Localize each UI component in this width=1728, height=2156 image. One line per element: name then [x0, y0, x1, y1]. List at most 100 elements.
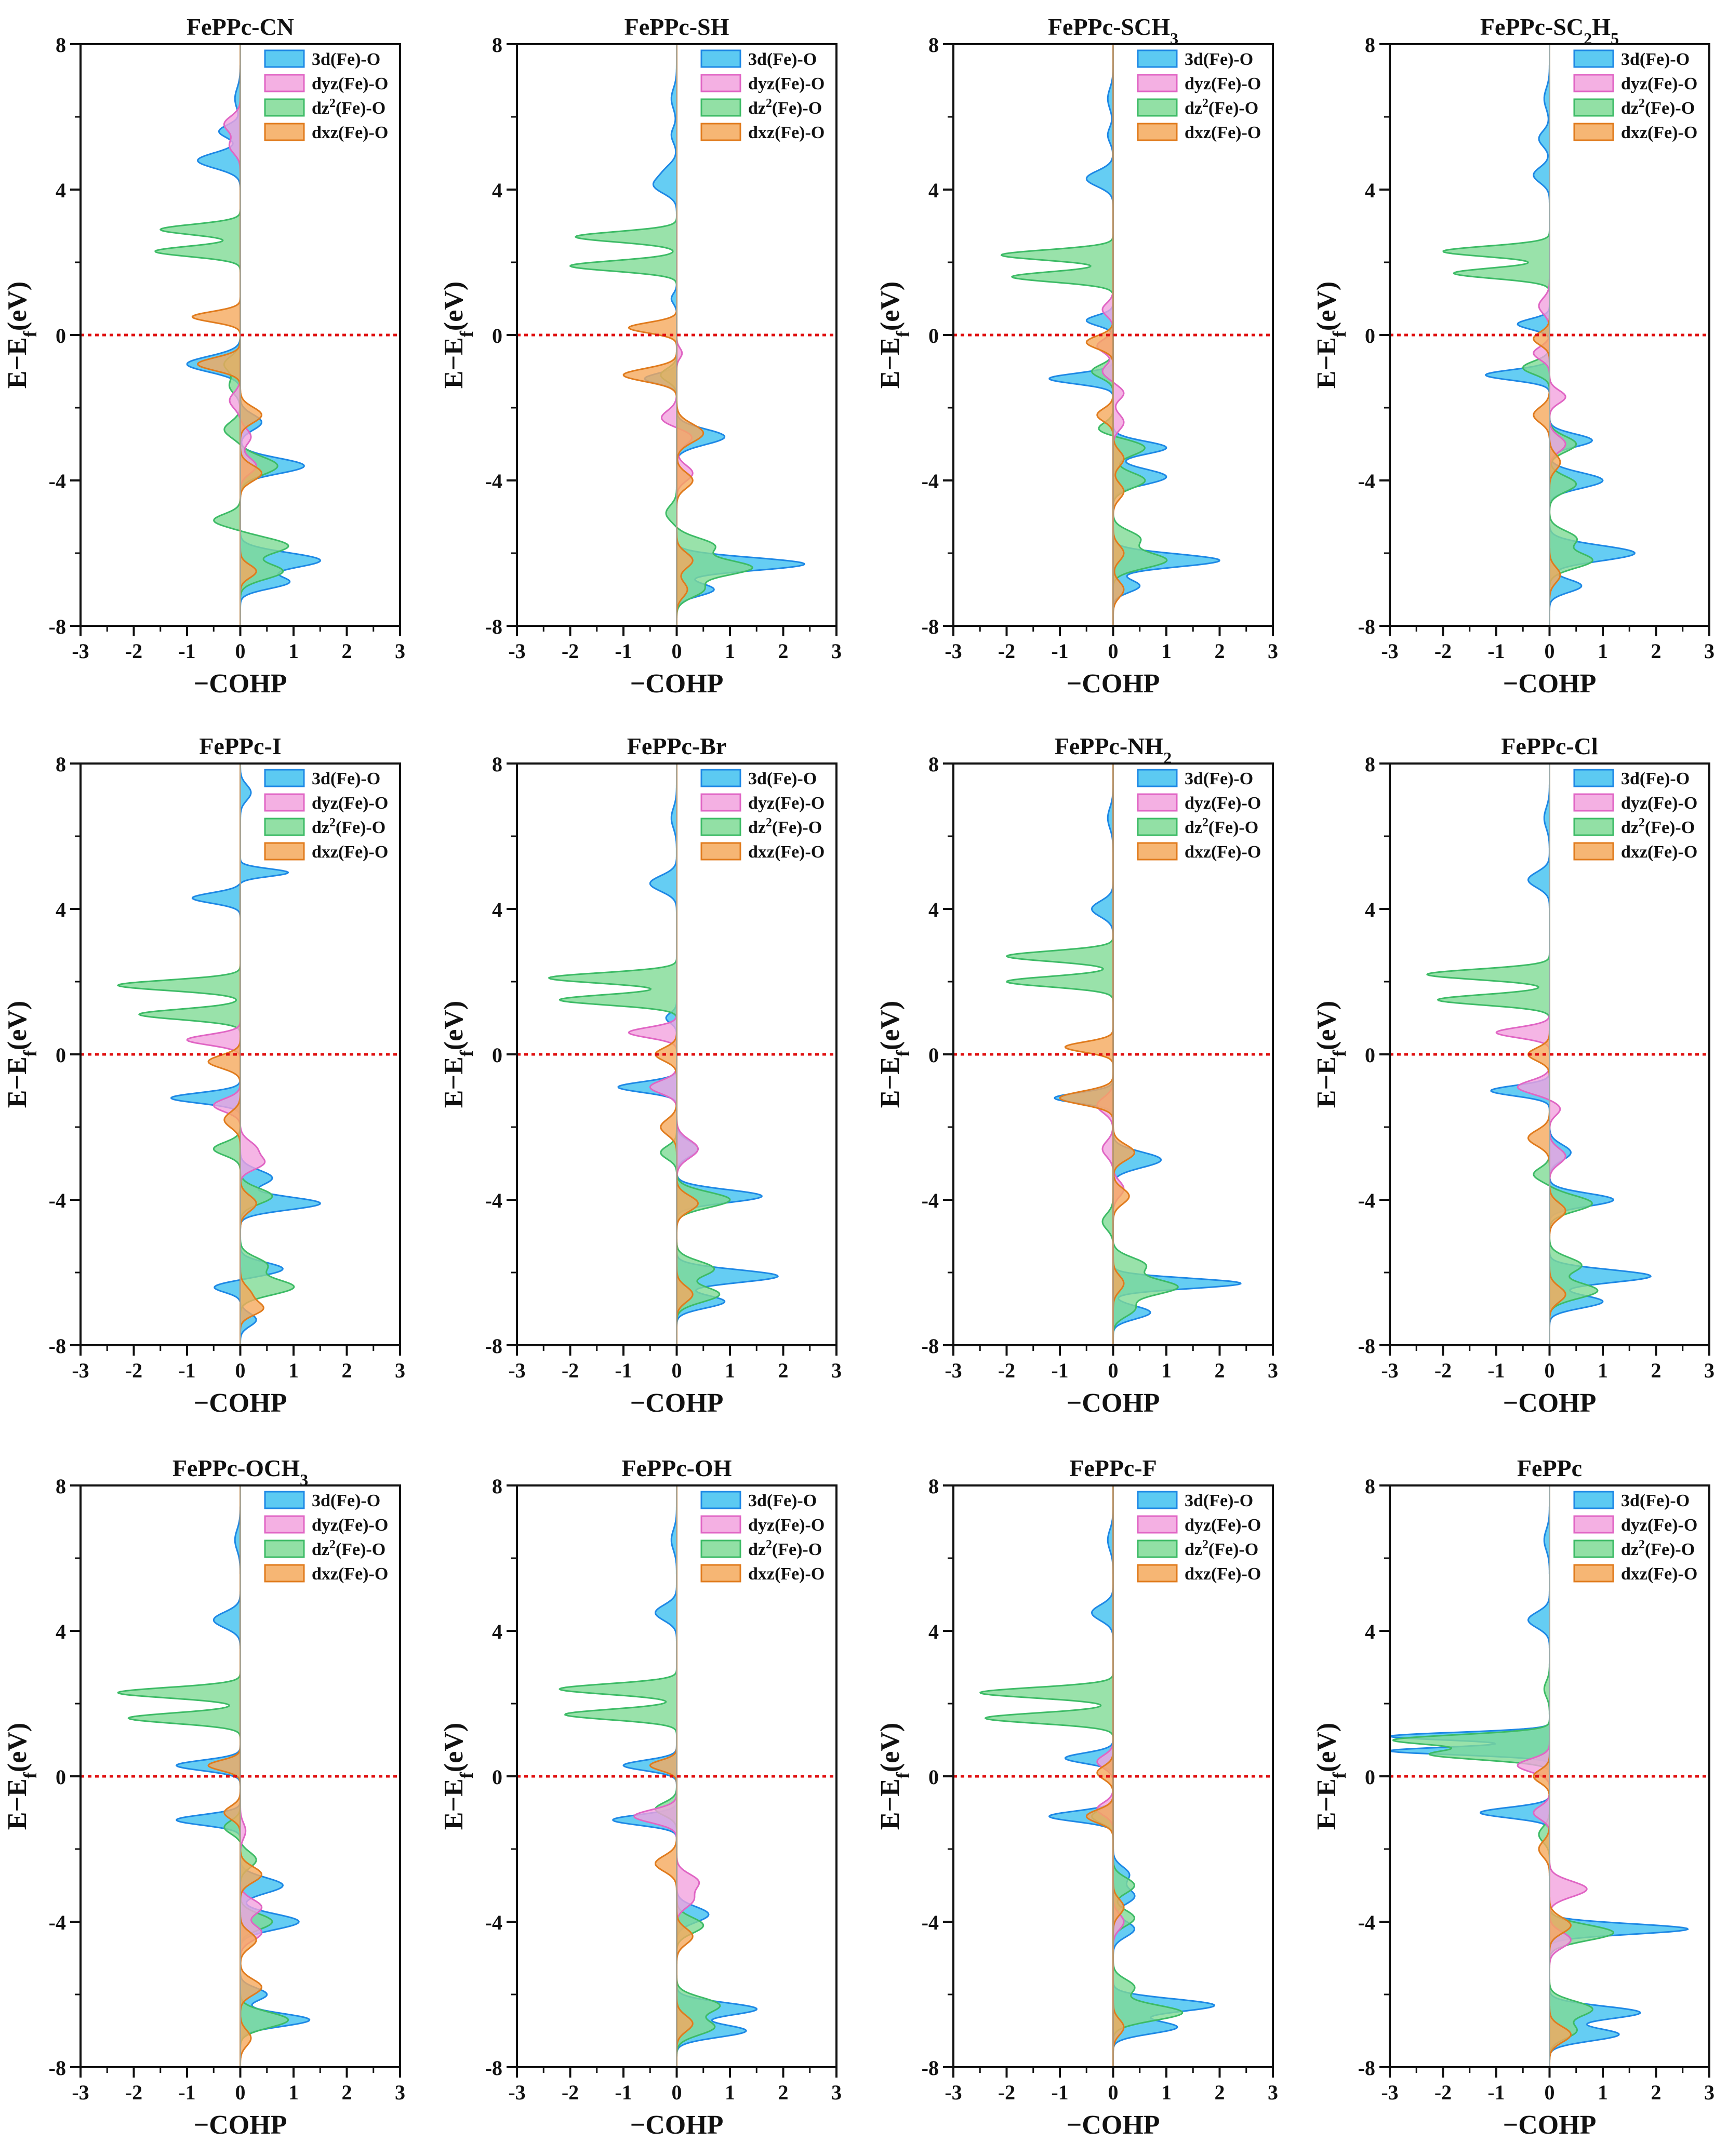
- y-tick-label: -4: [49, 470, 66, 493]
- legend-swatch-dxz: [1137, 842, 1178, 861]
- legend-label-d3: 3d(Fe)-O: [1621, 1491, 1690, 1510]
- x-tick-label: -1: [1051, 1359, 1068, 1382]
- x-tick-label: -1: [615, 639, 632, 663]
- x-tick-label: 1: [725, 639, 735, 663]
- y-tick-label: 8: [928, 1475, 939, 1498]
- panel-title: FePPc-NH2: [1055, 733, 1172, 767]
- legend: 3d(Fe)-O dyz(Fe)-O dz2(Fe)-O dxz(Fe)-O: [264, 49, 388, 142]
- legend-swatch-dxz: [1573, 842, 1614, 861]
- legend: 3d(Fe)-O dyz(Fe)-O dz2(Fe)-O dxz(Fe)-O: [1573, 1491, 1697, 1584]
- y-tick-label: -4: [922, 1189, 939, 1212]
- legend-swatch-dz2: [700, 818, 741, 836]
- legend-swatch-dxz: [264, 1564, 305, 1583]
- legend-label-dz2: dz2(Fe)-O: [1185, 1538, 1258, 1559]
- x-tick-label: 2: [1651, 639, 1661, 663]
- panel-feppc-och3: FePPc-OCH3 -8 -4 0 4 8 -3 -2 -1 0 1 2 3 −COHP E−Ef(eV)…: [3, 1455, 405, 2140]
- legend-label-d3: 3d(Fe)-O: [1185, 769, 1253, 788]
- panel-feppc-sh: FePPc-SH -8 -4 0 4 8 -3 -2 -1 0 1 2 3 −COHP E−Ef(eV) 3d…: [439, 14, 842, 699]
- y-tick-label: 0: [928, 1765, 939, 1789]
- x-tick-label: 2: [778, 639, 789, 663]
- legend-swatch-d3: [700, 769, 741, 787]
- legend-label-dyz: dyz(Fe)-O: [1621, 794, 1697, 813]
- y-tick-label: 4: [56, 898, 66, 921]
- x-tick-label: 1: [725, 2081, 735, 2104]
- legend-swatch-d3: [264, 49, 305, 68]
- x-tick-label: 0: [672, 639, 682, 663]
- x-tick-label: 0: [235, 1359, 246, 1382]
- panel-title: FePPc-SC2H5: [1480, 14, 1619, 48]
- legend-label-dxz: dxz(Fe)-O: [1185, 842, 1261, 862]
- legend-label-d3: 3d(Fe)-O: [748, 50, 817, 69]
- x-tick-label: 3: [395, 639, 405, 663]
- x-tick-label: 2: [1651, 2081, 1661, 2104]
- legend: 3d(Fe)-O dyz(Fe)-O dz2(Fe)-O dxz(Fe)-O: [1137, 1491, 1261, 1584]
- panel-feppc-nh2: FePPc-NH2 -8 -4 0 4 8 -3 -2 -1 0 1 2 3 −COHP E−Ef(eV) 3…: [875, 733, 1278, 1418]
- y-tick-label: -4: [1358, 1911, 1375, 1934]
- x-tick-label: -2: [1434, 2081, 1452, 2104]
- legend-label-dxz: dxz(Fe)-O: [1621, 842, 1697, 862]
- panel-title: FePPc-F: [1069, 1455, 1157, 1481]
- x-tick-label: -3: [508, 639, 525, 663]
- legend: 3d(Fe)-O dyz(Fe)-O dz2(Fe)-O dxz(Fe)-O: [700, 49, 825, 142]
- y-tick-label: 4: [56, 179, 66, 202]
- legend-swatch-dz2: [1137, 1539, 1178, 1558]
- legend-swatch-dxz: [700, 1564, 741, 1583]
- legend-label-d3: 3d(Fe)-O: [312, 769, 380, 788]
- legend-label-dz2: dz2(Fe)-O: [748, 97, 822, 118]
- y-tick-label: 4: [492, 1620, 502, 1643]
- legend-swatch-dz2: [264, 1539, 305, 1558]
- x-tick-label: -2: [562, 2081, 579, 2104]
- legend-swatch-dyz: [264, 74, 305, 92]
- panel-feppc-sch3: FePPc-SCH3 -8 -4 0 4 8 -3 -2 -1 0 1 2 3 −COHP E−Ef(eV)…: [875, 14, 1278, 699]
- x-tick-label: 3: [1704, 1359, 1714, 1382]
- legend-label-dyz: dyz(Fe)-O: [1621, 74, 1697, 93]
- y-tick-label: 4: [1365, 898, 1375, 921]
- y-axis-label: E−Ef(eV): [1312, 1001, 1350, 1108]
- legend-swatch-dyz: [1573, 793, 1614, 812]
- legend-swatch-d3: [264, 1491, 305, 1509]
- legend-swatch-d3: [1137, 1491, 1178, 1509]
- panel-title: FePPc-SCH3: [1048, 14, 1178, 48]
- legend-label-dxz: dxz(Fe)-O: [1621, 1564, 1697, 1584]
- legend-swatch-dz2: [264, 98, 305, 117]
- legend-label-dyz: dyz(Fe)-O: [748, 74, 825, 93]
- x-tick-label: 0: [1545, 639, 1555, 663]
- legend-label-d3: 3d(Fe)-O: [312, 50, 380, 69]
- y-tick-label: -8: [922, 615, 939, 638]
- panel-feppc-i: FePPc-I -8 -4 0 4 8 -3 -2 -1 0 1 2 3 −COHP E−Ef(eV) 3d(…: [3, 733, 405, 1418]
- y-tick-label: -8: [1358, 615, 1375, 638]
- x-tick-label: -2: [998, 2081, 1015, 2104]
- x-tick-label: 3: [395, 1359, 405, 1382]
- x-axis-label: −COHP: [1067, 1388, 1160, 1418]
- legend-label-dxz: dxz(Fe)-O: [1185, 1564, 1261, 1584]
- y-tick-label: 8: [492, 33, 502, 57]
- y-tick-label: -8: [1358, 1334, 1375, 1358]
- x-tick-label: -2: [125, 639, 142, 663]
- y-tick-label: -8: [922, 2056, 939, 2080]
- legend-label-dyz: dyz(Fe)-O: [312, 794, 388, 813]
- legend-swatch-dxz: [700, 842, 741, 861]
- y-tick-label: -8: [485, 615, 502, 638]
- x-tick-label: -3: [508, 2081, 525, 2104]
- panel-title: FePPc-CN: [187, 14, 294, 40]
- legend-swatch-dxz: [1137, 123, 1178, 141]
- x-tick-label: 1: [725, 1359, 735, 1382]
- x-tick-label: -1: [615, 2081, 632, 2104]
- legend-swatch-dyz: [700, 74, 741, 92]
- legend-swatch-d3: [1137, 49, 1178, 68]
- legend-label-dyz: dyz(Fe)-O: [1185, 74, 1261, 93]
- x-tick-label: -1: [1487, 1359, 1505, 1382]
- x-tick-label: -2: [562, 1359, 579, 1382]
- x-tick-label: -2: [562, 639, 579, 663]
- legend: 3d(Fe)-O dyz(Fe)-O dz2(Fe)-O dxz(Fe)-O: [1137, 769, 1261, 862]
- y-tick-label: 8: [56, 753, 66, 776]
- panel-feppc-br: FePPc-Br -8 -4 0 4 8 -3 -2 -1 0 1 2 3 −COHP E−Ef(eV) 3d…: [439, 733, 842, 1418]
- legend-label-dxz: dxz(Fe)-O: [312, 842, 388, 862]
- y-tick-label: -8: [485, 1334, 502, 1358]
- x-axis-label: −COHP: [630, 669, 724, 699]
- y-tick-label: -4: [922, 1911, 939, 1934]
- legend-label-dz2: dz2(Fe)-O: [748, 1538, 822, 1559]
- x-tick-label: 3: [1268, 1359, 1278, 1382]
- y-axis-label: E−Ef(eV): [875, 1723, 913, 1830]
